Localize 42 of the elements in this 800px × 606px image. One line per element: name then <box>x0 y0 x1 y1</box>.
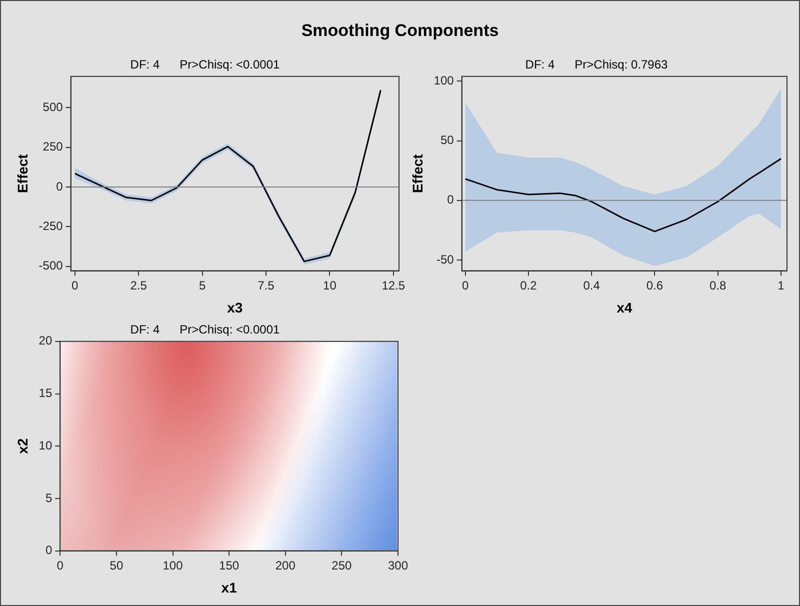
x-tick-label: 200 <box>275 558 296 572</box>
x-tick-label: 0.2 <box>520 278 538 292</box>
y-tick-label: 10 <box>38 438 52 452</box>
y-tick-label: 0 <box>45 543 52 558</box>
y-tick-label: 100 <box>434 73 454 88</box>
chart-title: DF: 4 Pr>Chisq: 0.7963 <box>525 58 668 72</box>
x-tick-label: 0.6 <box>646 278 664 292</box>
x-tick-label: 10 <box>323 278 337 292</box>
y-tick-label: 0 <box>447 192 454 207</box>
x-tick-label: 0.4 <box>583 278 600 292</box>
x-tick-label: 7.5 <box>258 278 275 292</box>
y-tick-label: -500 <box>38 258 64 273</box>
y-tick-label: 15 <box>38 386 52 400</box>
x-tick-label: 2.5 <box>130 278 148 292</box>
x-tick-label: 1 <box>778 278 785 292</box>
y-tick-label: 250 <box>42 140 64 154</box>
x-tick-label: 250 <box>332 558 352 572</box>
chart-title: DF: 4 Pr>Chisq: <0.0001 <box>130 322 280 337</box>
x-tick-label: 50 <box>110 558 124 572</box>
y-axis-title: Effect <box>409 154 426 194</box>
chart-title: DF: 4 Pr>Chisq: <0.0001 <box>130 58 280 72</box>
y-tick-label: 5 <box>45 490 52 505</box>
y-tick-label: -50 <box>436 252 454 266</box>
x-tick-label: 0 <box>72 278 79 292</box>
x-tick-label: 150 <box>219 558 240 572</box>
x-axis-title: x1 <box>221 579 238 596</box>
x-tick-label: 0 <box>462 278 469 292</box>
x-tick-label: 0.8 <box>710 278 727 292</box>
x-tick-label: 12.5 <box>382 278 406 292</box>
y-tick-label: 50 <box>440 133 454 148</box>
y-axis-title: x2 <box>14 438 30 454</box>
x-axis-title: x3 <box>227 299 243 316</box>
y-axis-title: Effect <box>14 154 30 194</box>
y-tick-label: 500 <box>42 100 64 114</box>
x-axis-title: x4 <box>616 299 632 316</box>
x-tick-label: 100 <box>162 558 184 572</box>
text: Smoothing Components <box>300 21 500 41</box>
y-tick-label: 0 <box>56 179 64 194</box>
x-tick-label: 300 <box>388 558 408 572</box>
y-tick-label: -250 <box>38 218 64 233</box>
x-tick-label: 5 <box>198 278 206 292</box>
y-tick-label: 20 <box>38 334 52 348</box>
